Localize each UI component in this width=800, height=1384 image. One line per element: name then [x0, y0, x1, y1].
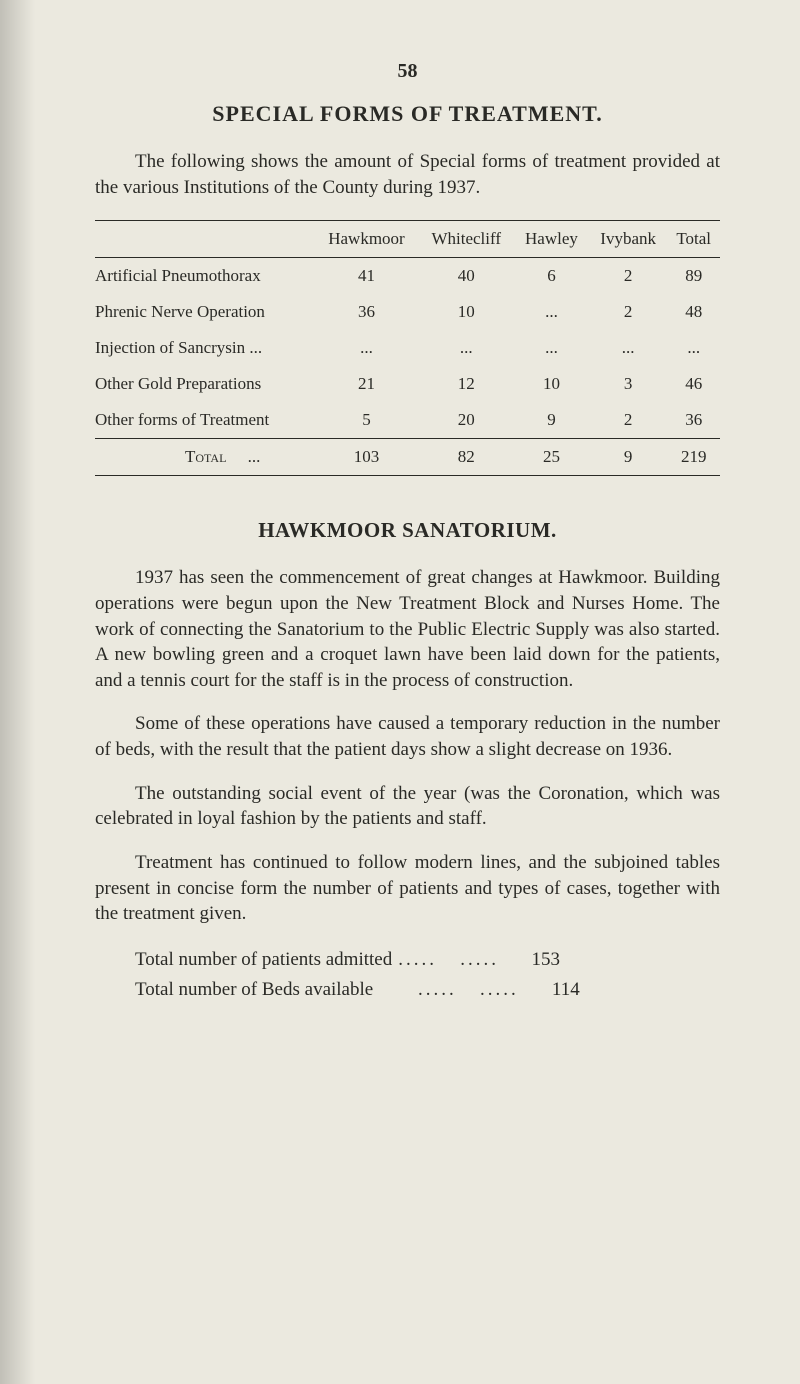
table-cell: 12	[419, 366, 514, 402]
table-header-row: Hawkmoor Whitecliff Hawley Ivybank Total	[95, 221, 720, 258]
table-row: Other forms of Treatment 5 20 9 2 36	[95, 402, 720, 439]
document-page: 58 SPECIAL FORMS OF TREATMENT. The follo…	[0, 0, 800, 1384]
table-cell: 36	[667, 402, 720, 439]
table-header: Hawkmoor	[314, 221, 418, 258]
stat-value: 153	[505, 945, 560, 975]
main-title: SPECIAL FORMS OF TREATMENT.	[95, 101, 720, 127]
table-total-row: Total ... 103 82 25 9 219	[95, 439, 720, 476]
table-header	[95, 221, 314, 258]
table-cell: Other Gold Preparations	[95, 366, 314, 402]
intro-paragraph: The following shows the amount of Specia…	[95, 149, 720, 200]
table-cell: 10	[514, 366, 589, 402]
body-paragraph: Treatment has continued to follow modern…	[95, 850, 720, 927]
table-row: Phrenic Nerve Operation 36 10 ... 2 48	[95, 294, 720, 330]
stat-value: 114	[525, 975, 580, 1005]
table-cell: 5	[314, 402, 418, 439]
table-cell: ...	[514, 294, 589, 330]
body-paragraph: 1937 has seen the commencement of great …	[95, 565, 720, 693]
table-cell: Injection of Sancrysin ...	[95, 330, 314, 366]
table-cell: 103	[314, 439, 418, 476]
table-cell: 2	[589, 294, 667, 330]
table-cell: 2	[589, 402, 667, 439]
table-cell: 10	[419, 294, 514, 330]
table-cell: Artificial Pneumothorax	[95, 258, 314, 295]
table-cell: 36	[314, 294, 418, 330]
table-cell: ...	[514, 330, 589, 366]
table-cell: 82	[419, 439, 514, 476]
table-header: Total	[667, 221, 720, 258]
table-cell: Total ...	[95, 439, 314, 476]
table-cell: ...	[667, 330, 720, 366]
table-cell: 48	[667, 294, 720, 330]
intro-text: The following shows the amount of Specia…	[95, 151, 720, 198]
body-text: Some of these operations have caused a t…	[95, 713, 720, 760]
table-cell: 219	[667, 439, 720, 476]
statistics-block: Total number of patients admitted ..... …	[135, 945, 720, 1006]
body-paragraph: The outstanding social event of the year…	[95, 781, 720, 832]
stat-label: Total number of patients admitted	[135, 945, 392, 975]
treatment-table: Hawkmoor Whitecliff Hawley Ivybank Total…	[95, 220, 720, 476]
table-cell: 2	[589, 258, 667, 295]
table-cell: 89	[667, 258, 720, 295]
table-cell: Other forms of Treatment	[95, 402, 314, 439]
table-cell: 9	[514, 402, 589, 439]
table-cell: 3	[589, 366, 667, 402]
leader-dots: ..... .....	[392, 945, 505, 975]
table-row: Artificial Pneumothorax 41 40 6 2 89	[95, 258, 720, 295]
body-text: 1937 has seen the commencement of great …	[95, 567, 720, 691]
table-cell: ...	[314, 330, 418, 366]
table-cell: ...	[419, 330, 514, 366]
table-cell: ...	[589, 330, 667, 366]
table-cell: Phrenic Nerve Operation	[95, 294, 314, 330]
body-text: Treatment has continued to follow modern…	[95, 852, 720, 924]
table-cell: 9	[589, 439, 667, 476]
page-number: 58	[95, 60, 720, 83]
table-row: Other Gold Preparations 21 12 10 3 46	[95, 366, 720, 402]
stat-line: Total number of Beds available ..... ...…	[135, 975, 720, 1005]
table-cell: 21	[314, 366, 418, 402]
body-paragraph: Some of these operations have caused a t…	[95, 711, 720, 762]
table-cell: 46	[667, 366, 720, 402]
stat-label: Total number of Beds available	[135, 975, 373, 1005]
body-text: The outstanding social event of the year…	[95, 783, 720, 830]
table-cell: 25	[514, 439, 589, 476]
table-header: Hawley	[514, 221, 589, 258]
table-header: Whitecliff	[419, 221, 514, 258]
page-shadow	[0, 0, 35, 1384]
table-cell: 20	[419, 402, 514, 439]
table-row: Injection of Sancrysin ... ... ... ... .…	[95, 330, 720, 366]
table-cell: 41	[314, 258, 418, 295]
table-cell: 6	[514, 258, 589, 295]
table-header: Ivybank	[589, 221, 667, 258]
stat-line: Total number of patients admitted ..... …	[135, 945, 720, 975]
section-subtitle: HAWKMOOR SANATORIUM.	[95, 518, 720, 543]
table-cell: 40	[419, 258, 514, 295]
leader-dots: ..... .....	[373, 975, 525, 1005]
